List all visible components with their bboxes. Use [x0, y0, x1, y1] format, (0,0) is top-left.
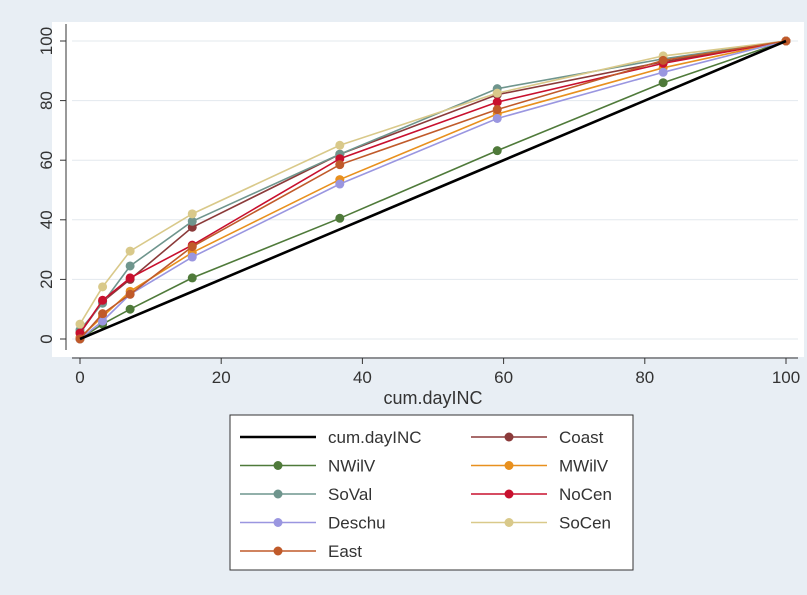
series-line [79, 40, 787, 334]
legend-label: Deschu [328, 514, 386, 533]
y-tick-label: 80 [37, 91, 56, 110]
legend-swatch-marker [504, 518, 514, 527]
legend-label: SoCen [559, 514, 611, 533]
data-point [335, 213, 345, 223]
x-tick-label: 20 [212, 368, 231, 387]
series-cum-dayinc [79, 39, 787, 341]
data-point [98, 282, 108, 292]
y-axis-ticks: 0 20 40 60 80 100 [37, 27, 66, 344]
legend-swatch-marker [273, 518, 283, 527]
data-point [658, 55, 668, 65]
y-tick-label: 40 [37, 210, 56, 229]
legend-label: MWilV [559, 457, 609, 476]
x-tick-label: 60 [494, 368, 513, 387]
series-group [75, 36, 791, 344]
data-point [125, 246, 135, 256]
data-point [492, 105, 502, 115]
data-point [492, 97, 502, 107]
data-point [187, 252, 197, 262]
series-line [79, 39, 787, 341]
data-point [658, 67, 668, 77]
legend-label: NoCen [559, 485, 612, 504]
data-point [187, 209, 197, 219]
legend-item: SoCen [471, 514, 611, 533]
legend-item: SoVal [240, 485, 372, 504]
data-point [492, 146, 502, 156]
series-line [79, 40, 787, 325]
data-point [75, 319, 85, 329]
data-point [492, 113, 502, 123]
x-tick-label: 100 [772, 368, 800, 387]
x-tick-label: 0 [75, 368, 84, 387]
data-point [187, 273, 197, 283]
series-east [75, 36, 791, 344]
data-point [187, 216, 197, 226]
legend-swatch-marker [273, 546, 283, 556]
legend-label: East [328, 542, 362, 561]
series-line [79, 40, 787, 340]
data-point [492, 88, 502, 98]
legend-label: Coast [559, 428, 604, 447]
data-point [125, 304, 135, 314]
y-tick-label: 0 [37, 334, 56, 343]
data-point [658, 78, 668, 88]
legend-swatch-marker [504, 489, 514, 499]
x-tick-label: 80 [635, 368, 654, 387]
legend-swatch-marker [504, 461, 514, 470]
x-axis-label: cum.dayINC [383, 388, 482, 408]
legend-item: MWilV [471, 457, 609, 476]
legend-swatch-marker [273, 489, 283, 499]
y-tick-label: 60 [37, 151, 56, 170]
legend-item: NoCen [471, 485, 612, 504]
legend-box [229, 414, 634, 571]
legend: cum.dayINC Coast NWilV MWilV SoVal NoCen Desch… [240, 428, 612, 561]
data-point [125, 261, 135, 271]
y-tick-label: 100 [37, 27, 56, 55]
series-line [79, 40, 787, 339]
series-deschu [75, 36, 791, 344]
legend-item: NWilV [240, 457, 376, 476]
legend-item: East [240, 542, 362, 561]
data-point [335, 160, 345, 170]
legend-label: cum.dayINC [328, 428, 422, 447]
data-point [125, 273, 135, 283]
data-point [98, 309, 108, 319]
legend-swatch-marker [504, 432, 514, 442]
series-line [79, 40, 787, 340]
data-point [187, 242, 197, 252]
legend-swatch-marker [273, 461, 283, 470]
legend-label: SoVal [328, 485, 372, 504]
legend-item: cum.dayINC [240, 428, 422, 447]
series-line [79, 40, 787, 340]
plot-area [52, 22, 804, 357]
x-tick-label: 40 [353, 368, 372, 387]
data-point [335, 140, 345, 150]
legend-item: Coast [471, 428, 604, 447]
data-point [125, 289, 135, 299]
legend-label: NWilV [328, 457, 376, 476]
y-tick-label: 20 [37, 270, 56, 289]
data-point [98, 295, 108, 305]
legend-item: Deschu [240, 514, 386, 533]
data-point [98, 316, 108, 326]
x-axis-ticks: 0 20 40 60 80 100 [75, 358, 800, 387]
data-point [335, 179, 345, 189]
